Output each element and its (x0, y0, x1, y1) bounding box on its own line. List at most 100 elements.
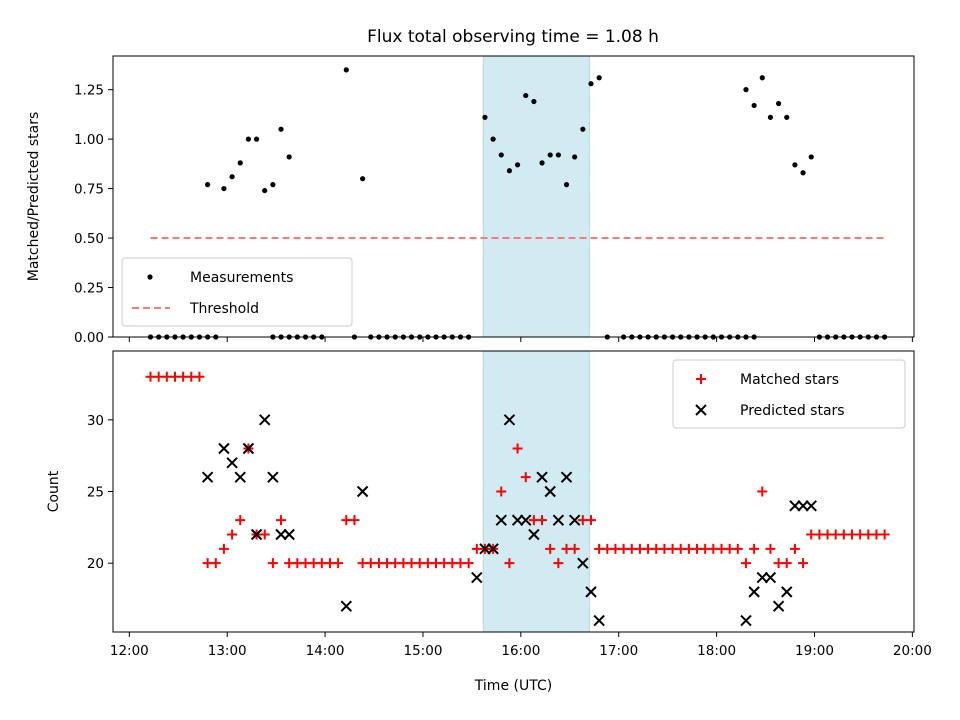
y-tick-label: 0.50 (74, 231, 104, 247)
matched-stars-point (333, 558, 344, 569)
measurements-point (596, 75, 602, 81)
measurements-point (523, 92, 529, 99)
predicted-stars-point (740, 614, 752, 627)
measurements-point (359, 176, 366, 182)
measurements-point (767, 114, 774, 120)
measurements-point (286, 154, 292, 160)
y-tick-label: 30 (87, 413, 104, 429)
matched-stars-point (585, 515, 596, 526)
matched-stars-point (553, 558, 564, 569)
matched-stars-point (765, 543, 776, 554)
predicted-stars-point (593, 614, 605, 627)
y-tick-label: 0.25 (74, 281, 104, 297)
predicted-stars-point (495, 514, 507, 526)
predicted-stars-point (544, 485, 556, 498)
matched-stars-point (276, 515, 287, 526)
measurements-point (229, 174, 235, 180)
predicted-stars-point (234, 471, 246, 483)
measurements-point (751, 102, 757, 109)
y-axis-label: Matched/Predicted stars (26, 112, 42, 282)
measurements-point (278, 126, 284, 132)
measurements-point (784, 114, 790, 120)
matched-stars-point (781, 558, 792, 569)
figure-title: Flux total observing time = 1.08 h (367, 27, 659, 47)
measurements-point (759, 75, 765, 81)
matched-stars-point (789, 543, 800, 554)
legend-label-measurements: Measurements (190, 270, 293, 286)
y-tick-label: 0.00 (74, 330, 104, 346)
matched-stars-point (740, 558, 751, 569)
measurements-point (792, 162, 798, 168)
measurements-point (245, 136, 252, 142)
matched-stars-point (194, 371, 205, 382)
measurements-point (237, 160, 243, 166)
predicted-stars-point (267, 471, 279, 483)
x-tick-label: 20:00 (893, 643, 932, 659)
measurements-point (531, 98, 537, 105)
predicted-stars-point (764, 571, 777, 584)
x-tick-label: 14:00 (306, 643, 345, 659)
measurements-point (262, 187, 268, 194)
x-tick-label: 15:00 (404, 643, 443, 659)
x-axis-label: Time (UTC) (474, 678, 552, 694)
bottom-panel: 12:00 13:00 14:00 15:00 16:00 17:00 18:00 19:00… (46, 350, 932, 694)
predicted-stars-point (487, 543, 499, 555)
matched-stars-point (235, 515, 246, 526)
matched-stars-point (537, 515, 548, 526)
legend: Measurements Threshold (121, 257, 353, 327)
matched-stars-point (879, 529, 890, 540)
legend-marker-predicted-stars (695, 404, 707, 416)
matched-stars-point (496, 486, 507, 497)
measurements-point (343, 67, 349, 73)
predicted-stars-point (201, 471, 214, 483)
matched-stars-point (349, 515, 360, 526)
measurements-point (547, 152, 553, 158)
legend-label-threshold: Threshold (189, 301, 259, 317)
predicted-stars-point (503, 414, 516, 426)
predicted-stars-point (805, 500, 817, 512)
predicted-stars-point (781, 586, 793, 598)
predicted-stars-point (479, 543, 491, 555)
x-tick-label: 19:00 (795, 643, 834, 659)
measurements-point (580, 126, 586, 132)
predicted-stars-point (259, 414, 271, 426)
measurements-point (555, 152, 561, 158)
highlight-span (482, 55, 590, 338)
x-tick-label: 12:00 (110, 643, 149, 659)
predicted-stars-point (772, 600, 785, 612)
matched-stars-point (463, 558, 474, 569)
measurements-point (498, 152, 504, 158)
y-tick-label: 1.25 (74, 83, 104, 99)
x-tick-label: 13:00 (208, 643, 247, 659)
measurements-point (539, 160, 545, 166)
matched-stars-point (798, 558, 809, 569)
predicted-stars-point (585, 586, 597, 598)
matched-stars-point (512, 443, 523, 454)
matched-stars-point (504, 558, 515, 569)
x-tick-label: 17:00 (599, 643, 638, 659)
measurements-point (800, 170, 806, 176)
legend-label-predicted-stars: Predicted stars (740, 403, 845, 419)
matched-stars-point (227, 529, 238, 540)
predicted-stars-point (250, 528, 263, 541)
measurements-point (270, 182, 276, 188)
legend: Matched stars Predicted stars (672, 359, 906, 429)
predicted-stars-point (577, 557, 589, 569)
measurements-point (221, 185, 227, 192)
measurements-point (563, 182, 570, 188)
predicted-stars-point (226, 457, 238, 469)
predicted-stars-point (552, 514, 565, 526)
predicted-stars-point (511, 514, 524, 526)
measurements-point (572, 154, 578, 160)
measurements-point (482, 114, 488, 120)
measurements-point (808, 154, 814, 160)
predicted-stars-point (536, 471, 548, 483)
measurements-point (743, 87, 749, 93)
measurements-point (205, 182, 211, 188)
predicted-stars-point (218, 442, 230, 455)
measurements-point (514, 162, 521, 168)
legend-box (121, 257, 353, 327)
predicted-stars-point (748, 586, 760, 598)
predicted-stars-point (275, 528, 287, 541)
matched-stars-point (732, 543, 743, 554)
